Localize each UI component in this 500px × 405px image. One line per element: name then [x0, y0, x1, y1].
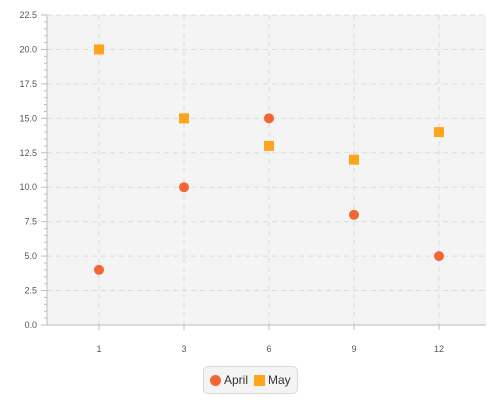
y-tick-label: 2.5 [24, 286, 37, 296]
point-april-1 [94, 264, 104, 275]
y-tick-label: 15.0 [19, 113, 37, 123]
y-tick-label: 20.0 [19, 44, 37, 54]
legend-marker-may [254, 374, 266, 386]
plot-area [47, 15, 486, 325]
x-tick-label: 9 [351, 344, 356, 354]
legend: April May [203, 366, 298, 394]
x-tick-label: 1 [96, 344, 101, 354]
legend-item-may[interactable]: May [254, 373, 291, 387]
y-tick-label: 0.0 [24, 320, 37, 330]
y-tick-label: 7.5 [24, 217, 37, 227]
y-tick-label: 5.0 [24, 251, 37, 261]
x-tick-label: 12 [434, 344, 444, 354]
point-april-6 [264, 113, 274, 124]
legend-marker-april [210, 374, 221, 386]
point-may-6 [264, 140, 274, 151]
point-may-1 [94, 44, 104, 55]
legend-item-april[interactable]: April [210, 373, 248, 387]
x-tick-label: 3 [181, 344, 186, 354]
point-april-12 [434, 251, 444, 262]
point-may-9 [349, 154, 359, 165]
y-tick-label: 10.0 [19, 182, 37, 192]
x-tick-label: 6 [266, 344, 271, 354]
legend-label-may: May [268, 373, 291, 387]
y-tick-label: 17.5 [19, 79, 37, 89]
y-tick-label: 12.5 [19, 148, 37, 158]
point-may-3 [179, 113, 189, 124]
point-april-9 [349, 209, 359, 220]
legend-label-april: April [224, 373, 249, 387]
point-april-3 [179, 182, 189, 193]
y-tick-label: 22.5 [19, 10, 37, 20]
point-may-12 [434, 127, 444, 138]
